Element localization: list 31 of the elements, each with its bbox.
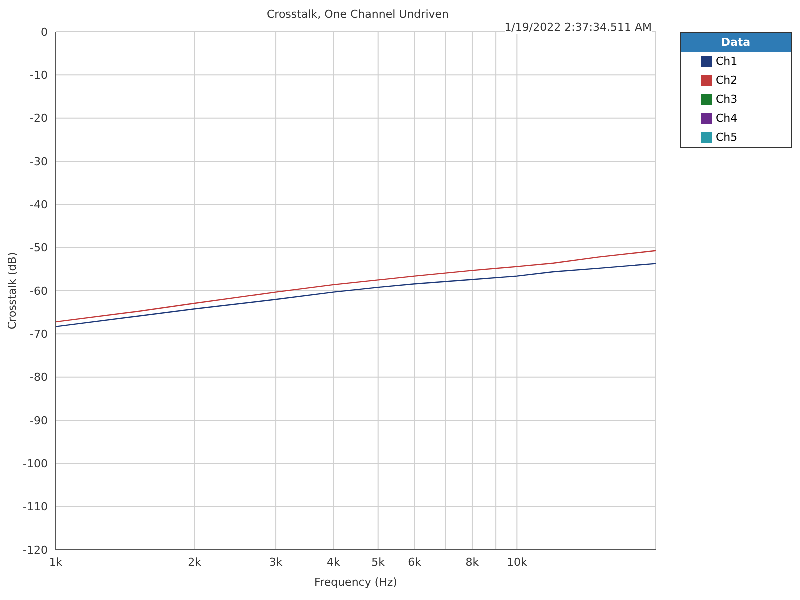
y-tick-label: -80 [30,371,48,384]
legend-label: Ch5 [715,130,739,146]
x-tick-label: 6k [408,556,422,569]
y-tick-label: -90 [30,414,48,428]
y-tick-label: -100 [23,458,48,471]
y-tick-label: -50 [30,242,48,255]
x-tick-label: 8k [466,556,480,569]
x-tick-label: 10k [506,556,528,569]
x-tick-label: 2k [188,556,202,569]
chart-title: Crosstalk, One Channel Undriven [266,8,450,21]
legend-label: Ch2 [715,73,739,89]
y-tick-label: -40 [30,198,48,212]
y-tick-label: -60 [30,284,48,298]
y-tick-label: -20 [30,112,48,126]
x-axis-title: Frequency (Hz) [314,576,398,589]
legend-label: Ch3 [715,92,739,108]
y-axis-title: Crosstalk (dB) [6,252,19,330]
y-tick-label: 0 [41,26,48,39]
y-tick-label: -120 [23,544,48,557]
x-tick-label: 4k [326,556,341,569]
x-tick-label: 1k [49,556,64,569]
legend-label: Ch1 [715,54,739,70]
y-tick-label: -30 [30,155,48,168]
x-tick-label: 3k [269,556,284,569]
legend-label: Ch4 [715,111,739,127]
y-tick-label: -10 [30,69,48,82]
legend-title: Data [681,33,791,52]
y-tick-label: -110 [23,500,48,514]
y-tick-label: -70 [30,328,48,342]
x-tick-label: 5k [372,556,386,569]
annotation: 1/19/2022 2:37:34.511 AM [504,21,652,34]
